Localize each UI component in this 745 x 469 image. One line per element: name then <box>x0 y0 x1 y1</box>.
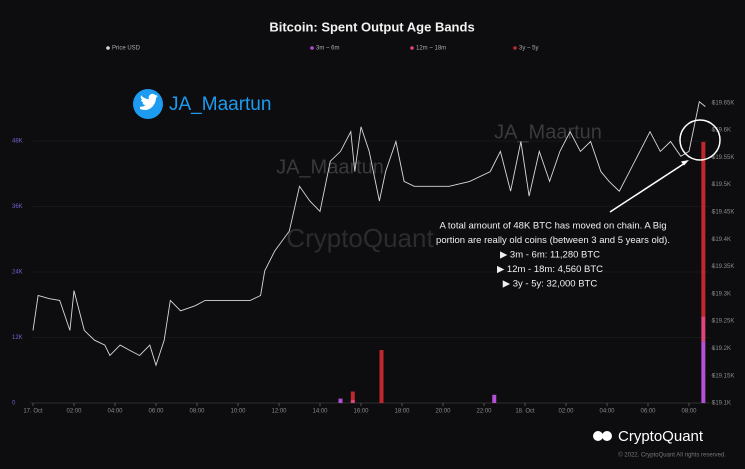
watermark: CryptoQuant <box>286 223 434 253</box>
watermark: JA_Maartun <box>494 121 602 143</box>
x-tick-label: 08:00 <box>681 409 697 415</box>
x-tick-label: 06:00 <box>640 409 656 415</box>
y2-tick-label: $19.5K <box>712 182 731 188</box>
x-tick-label: 18. Oct <box>515 409 535 415</box>
plot-area: 0 12K 24K 36K 48K $19.1K $19.15K $19.2K $19.25K $… <box>12 100 734 414</box>
y2-tick-label: $19.1K <box>712 401 731 407</box>
band-bar <box>492 394 497 403</box>
logo-icon <box>593 431 603 441</box>
y-tick-label: 36K <box>12 204 23 210</box>
x-tick-label: 08:00 <box>189 409 205 415</box>
band-bar <box>350 391 355 400</box>
y2-tick-label: $19.3K <box>712 291 731 297</box>
y2-tick-label: $19.4K <box>712 237 731 243</box>
y2-tick-label: $19.35K <box>712 264 734 270</box>
legend-swatch <box>310 46 314 50</box>
legend-label: 3y ~ 5y <box>519 46 539 52</box>
x-tick-label: 12:00 <box>271 409 287 415</box>
x-tick-label: 20:00 <box>435 409 451 415</box>
band-bar <box>701 141 706 317</box>
x-tick-label: 22:00 <box>476 409 492 415</box>
x-tick-label: 04:00 <box>107 409 123 415</box>
y-tick-label: 0 <box>12 401 16 407</box>
y2-tick-label: $19.2K <box>712 346 731 352</box>
y2-tick-label: $19.65K <box>712 100 734 106</box>
chart-title: Bitcoin: Spent Output Age Bands <box>269 19 474 34</box>
x-tick-label: 16:00 <box>353 409 369 415</box>
arrow-head <box>681 160 689 166</box>
legend-swatch <box>513 46 517 50</box>
arrow <box>609 162 686 213</box>
copyright: © 2022. CryptoQuant All rights reserved. <box>618 452 726 459</box>
annotation-line: ▶ 12m - 18m: 4,560 BTC <box>497 264 603 275</box>
x-tick-label: 06:00 <box>148 409 164 415</box>
x-tick-label: 17. Oct <box>23 409 43 415</box>
y-tick-label: 48K <box>12 139 23 145</box>
y-tick-label: 24K <box>12 270 23 276</box>
legend-swatch <box>410 46 414 50</box>
watermark: JA_Maartun <box>276 156 384 178</box>
y2-tick-label: $19.25K <box>712 319 734 325</box>
logo-icon <box>602 431 612 441</box>
y2-tick-label: $19.55K <box>712 155 734 161</box>
annotation-line: ▶ 3m - 6m: 11,280 BTC <box>500 250 600 261</box>
annotation-line: portion are really old coins (between 3 … <box>436 235 670 246</box>
y2-tick-label: $19.45K <box>712 210 734 216</box>
legend-swatch <box>106 46 110 50</box>
twitter-bird <box>140 93 158 110</box>
x-tick-label: 18:00 <box>394 409 410 415</box>
highlight-circle <box>679 119 721 161</box>
twitter-handle: JA_Maartun <box>169 94 271 115</box>
annotation-line: ▶ 3y - 5y: 32,000 BTC <box>503 279 598 290</box>
band-bar <box>350 399 355 403</box>
x-tick-label: 02:00 <box>558 409 574 415</box>
annotation: A total amount of 48K BTC has moved on c… <box>436 221 670 290</box>
price-line <box>32 100 706 367</box>
x-tick-label: 10:00 <box>230 409 246 415</box>
y2-tick-label: $19.15K <box>712 373 734 379</box>
band-bar <box>701 341 706 403</box>
annotation-line: A total amount of 48K BTC has moved on c… <box>439 221 666 232</box>
y2-tick-label: $19.6K <box>712 128 731 134</box>
band-bar <box>701 316 706 342</box>
x-tick-label: 14:00 <box>312 409 328 415</box>
x-tick-label: 04:00 <box>599 409 615 415</box>
band-bar <box>338 398 343 403</box>
band-bar <box>379 350 384 403</box>
y-tick-label: 12K <box>12 335 23 341</box>
brand: CryptoQuant <box>618 428 704 445</box>
legend-label: 12m ~ 18m <box>416 46 446 52</box>
x-tick-label: 02:00 <box>66 409 82 415</box>
legend-label: 3m ~ 6m <box>316 46 340 52</box>
legend-label: Price USD <box>112 46 141 52</box>
